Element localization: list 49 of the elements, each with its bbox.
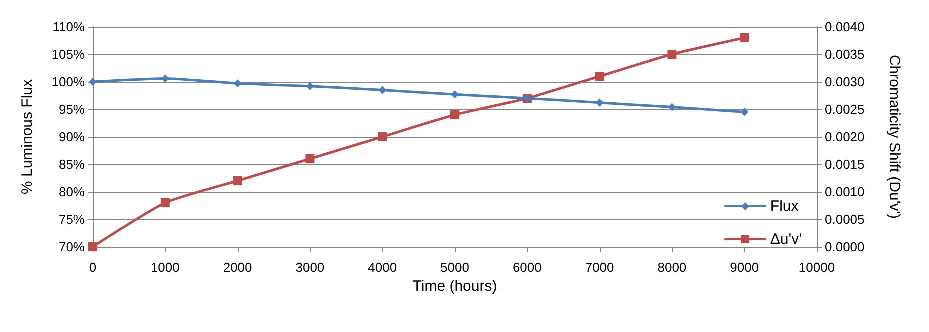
y-tick-label: 105% <box>52 47 86 62</box>
x-tick-label: 4000 <box>368 260 398 275</box>
x-axis-title: Time (hours) <box>412 278 498 295</box>
y2-tick-label: 0.0005 <box>825 212 865 227</box>
y2-tick-label: 0.0010 <box>825 184 865 200</box>
x-tick-label: 5000 <box>440 260 470 275</box>
y2-tick-label: 0.0015 <box>825 157 865 172</box>
point <box>668 50 677 59</box>
y-tick-label: 75% <box>58 212 86 227</box>
x-tick-label: 3000 <box>296 260 325 275</box>
point <box>306 82 314 90</box>
point <box>378 132 388 142</box>
y2-tick-label: 0.0030 <box>825 74 865 90</box>
y-tick-label: 80% <box>58 184 86 200</box>
point <box>668 103 676 112</box>
point <box>451 90 459 99</box>
point <box>596 98 604 107</box>
y-tick-label: 110% <box>52 20 86 34</box>
x-tick-label: 8000 <box>658 260 687 275</box>
point <box>740 34 750 42</box>
x-tick-label: 9000 <box>730 260 760 275</box>
y2-tick-label: 0.0025 <box>825 102 865 117</box>
y2-tick-label: 0.0040 <box>825 20 865 34</box>
point <box>378 86 387 94</box>
point <box>595 72 604 81</box>
point <box>450 110 460 120</box>
y2-tick-label: 0.0020 <box>825 130 865 144</box>
y-tick-label: 95% <box>58 102 86 117</box>
y-tick-label: 70% <box>58 240 86 254</box>
x-tick-label: 1000 <box>150 260 180 275</box>
x-tick-label: 0 <box>89 260 97 275</box>
point <box>160 198 170 208</box>
y-axis-title: % Luminous Flux <box>19 78 36 195</box>
x-tick-label: 2000 <box>223 260 252 275</box>
x-tick-label: 7000 <box>585 260 614 275</box>
y-tick-label: 90% <box>58 130 86 144</box>
y2-tick-label: 0.0035 <box>825 47 865 62</box>
point <box>306 154 315 164</box>
legend-label: Δu'v' <box>770 231 802 248</box>
y2-tick-label: 0.0000 <box>825 240 865 254</box>
x-tick-label: 10000 <box>798 260 836 275</box>
legend-label: Flux <box>770 198 800 215</box>
y-tick-label: 100% <box>52 74 86 90</box>
point <box>740 108 749 116</box>
y2-axis-title: Chromaticity Shift (Du'v') <box>886 54 903 220</box>
y-tick-label: 85% <box>58 157 86 172</box>
point <box>233 176 242 186</box>
point <box>161 74 170 83</box>
x-tick-label: 6000 <box>512 260 542 275</box>
